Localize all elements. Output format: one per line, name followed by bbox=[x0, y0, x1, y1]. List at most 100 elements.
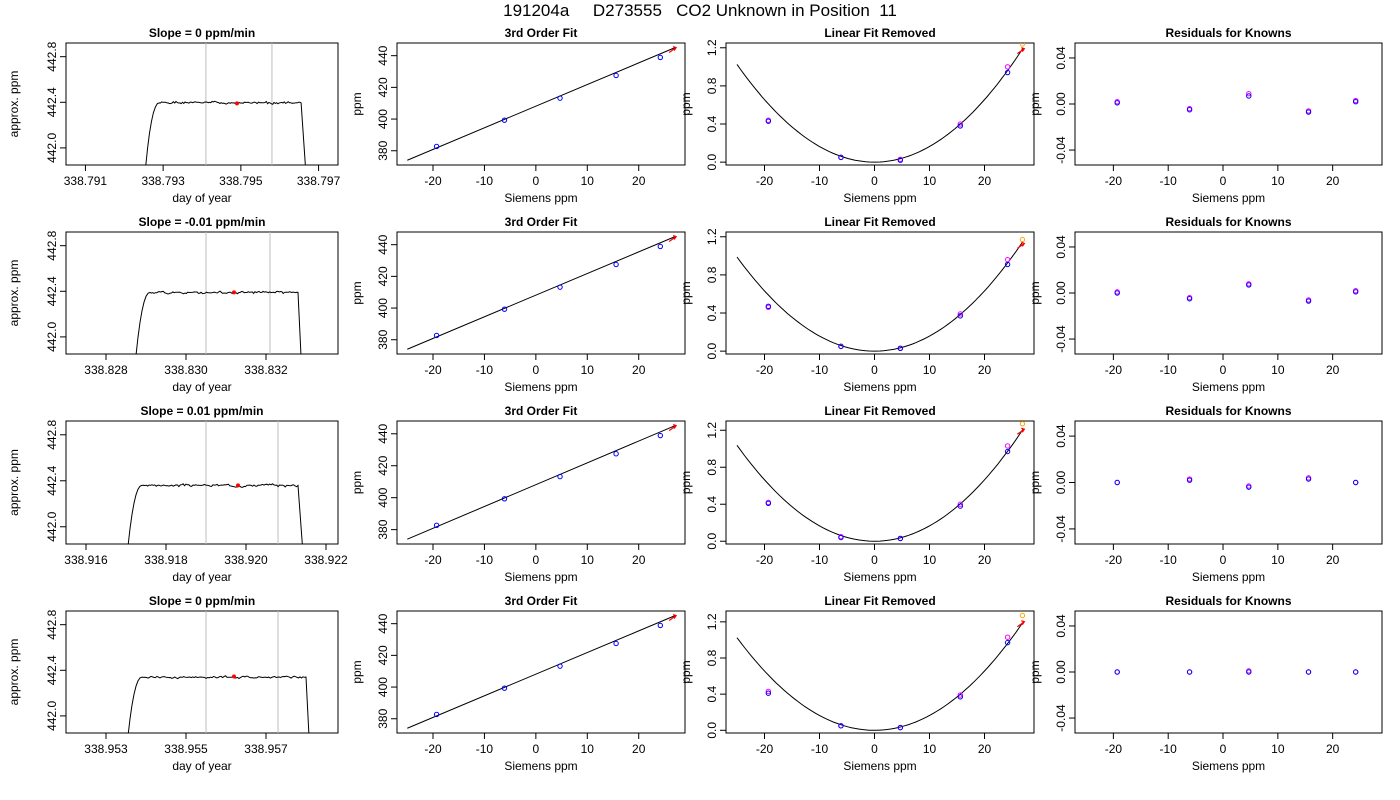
x-axis-label: Siemens ppm bbox=[1192, 380, 1265, 394]
x-axis-label: Siemens ppm bbox=[504, 191, 577, 205]
y-tick-label: 400 bbox=[376, 109, 390, 129]
known-point bbox=[613, 261, 619, 268]
known-point-alt bbox=[765, 688, 772, 695]
x-axis-label: Siemens ppm bbox=[1192, 759, 1265, 773]
y-tick-label: 1.2 bbox=[705, 613, 719, 630]
ppm-trace bbox=[135, 290, 302, 354]
plot-area bbox=[145, 43, 306, 165]
y-tick-label: 420 bbox=[376, 645, 390, 665]
x-tick-label: 20 bbox=[1326, 742, 1340, 756]
x-tick-label: 20 bbox=[632, 742, 646, 756]
known-point-alt bbox=[957, 311, 963, 317]
x-tick-label: 10 bbox=[581, 553, 595, 567]
x-tick-label: -20 bbox=[424, 742, 442, 756]
y-tick-label: 0.8 bbox=[705, 649, 719, 666]
known-point bbox=[897, 157, 904, 163]
y-tick-label: 440 bbox=[376, 613, 390, 633]
y-tick-label: 400 bbox=[376, 677, 390, 697]
y-axis-label: approx. ppm bbox=[7, 639, 21, 706]
unknown-point-alt bbox=[1019, 236, 1026, 243]
plot-area bbox=[736, 612, 1026, 731]
y-tick-label: 442.4 bbox=[45, 276, 59, 306]
panel-title: Residuals for Knowns bbox=[1165, 404, 1291, 418]
unknown-point bbox=[668, 613, 678, 622]
plot-area bbox=[1114, 281, 1359, 304]
y-tick-label: 442.8 bbox=[45, 230, 59, 260]
chart-panel: Linear Fit Removed -20 -10 0 10 20 Siemens ppm… bbox=[679, 215, 1035, 394]
x-tick-label: 20 bbox=[1326, 363, 1340, 377]
x-tick-label: 0 bbox=[871, 742, 878, 756]
x-tick-label: -10 bbox=[476, 742, 494, 756]
x-axis-label: Siemens ppm bbox=[504, 759, 577, 773]
y-tick-label: 0.00 bbox=[1054, 281, 1068, 305]
plot-frame bbox=[65, 610, 339, 734]
y-tick-label: 440 bbox=[376, 45, 390, 65]
x-axis-label: Siemens ppm bbox=[843, 191, 916, 205]
x-tick-label: 0 bbox=[1220, 553, 1227, 567]
x-tick-label: 10 bbox=[923, 553, 937, 567]
panel-title: 3rd Order Fit bbox=[505, 404, 578, 418]
x-tick-label: 338.953 bbox=[84, 742, 128, 756]
fit-curve bbox=[736, 621, 1024, 731]
x-tick-label: -10 bbox=[476, 553, 494, 567]
x-tick-label: -20 bbox=[756, 742, 774, 756]
known-point bbox=[765, 303, 772, 310]
unknown-point bbox=[1017, 620, 1026, 628]
y-tick-label: 380 bbox=[376, 140, 390, 160]
x-tick-label: -20 bbox=[424, 363, 442, 377]
known-point bbox=[1186, 296, 1193, 302]
x-tick-label: 338.791 bbox=[64, 174, 108, 188]
x-tick-label: -20 bbox=[756, 363, 774, 377]
y-tick-label: -0.04 bbox=[1054, 325, 1068, 353]
chart-panel: Slope = 0 ppm/min 338.791 338.793 338.795 33… bbox=[7, 26, 341, 205]
known-point bbox=[433, 522, 440, 529]
plot-frame bbox=[396, 420, 686, 545]
chart-panel: 3rd Order Fit -20 -10 0 10 20 Siemens ppm 380 40… bbox=[350, 594, 686, 773]
x-tick-label: 0 bbox=[1220, 742, 1227, 756]
y-tick-label: -0.04 bbox=[1054, 704, 1068, 732]
plot-area bbox=[407, 613, 678, 729]
chart-panel: Residuals for Knowns -20 -10 0 10 20 Siemens p… bbox=[1028, 404, 1383, 584]
sample-marker bbox=[232, 290, 236, 295]
plot-frame bbox=[1074, 42, 1383, 166]
panel-title: 3rd Order Fit bbox=[505, 215, 578, 229]
y-tick-label: 0.0 bbox=[705, 153, 719, 170]
x-tick-label: -10 bbox=[811, 174, 829, 188]
x-tick-label: -20 bbox=[1105, 553, 1123, 567]
plot-area bbox=[407, 45, 678, 161]
known-point bbox=[838, 343, 844, 350]
x-tick-label: 338.793 bbox=[141, 174, 185, 188]
plot-area bbox=[1114, 90, 1359, 115]
x-tick-label: -10 bbox=[1160, 742, 1178, 756]
x-tick-label: 0 bbox=[871, 553, 878, 567]
x-tick-label: 338.828 bbox=[84, 363, 128, 377]
y-tick-label: 442.8 bbox=[45, 419, 59, 449]
x-tick-label: 20 bbox=[978, 553, 992, 567]
unknown-point bbox=[1017, 241, 1026, 249]
chart-panel: 3rd Order Fit -20 -10 0 10 20 Siemens ppm 380 40… bbox=[350, 404, 686, 584]
y-axis-label: ppm bbox=[1028, 660, 1042, 683]
panel-title: Residuals for Knowns bbox=[1165, 215, 1291, 229]
known-point bbox=[657, 432, 664, 439]
x-tick-label: 338.922 bbox=[304, 553, 348, 567]
y-tick-label: 380 bbox=[376, 519, 390, 539]
known-point bbox=[897, 345, 904, 351]
known-point bbox=[1186, 669, 1193, 675]
x-tick-label: 10 bbox=[923, 363, 937, 377]
y-tick-label: 1.2 bbox=[705, 39, 719, 56]
known-point bbox=[957, 694, 963, 700]
known-point bbox=[1114, 290, 1120, 296]
plot-area bbox=[407, 424, 678, 540]
y-tick-label: 442.8 bbox=[45, 41, 59, 71]
known-point bbox=[501, 496, 508, 502]
y-tick-label: 0.4 bbox=[705, 304, 719, 321]
known-point bbox=[657, 622, 664, 629]
x-tick-label: 338.830 bbox=[164, 363, 208, 377]
chart-panel: Slope = 0.01 ppm/min 338.916 338.918 338.92… bbox=[7, 404, 348, 584]
known-point-alt bbox=[957, 692, 963, 698]
panel-title: Residuals for Knowns bbox=[1165, 594, 1291, 608]
y-axis-label: ppm bbox=[350, 92, 364, 115]
x-axis-label: Siemens ppm bbox=[843, 570, 916, 584]
y-tick-label: 0.4 bbox=[705, 685, 719, 702]
known-point bbox=[557, 473, 563, 480]
